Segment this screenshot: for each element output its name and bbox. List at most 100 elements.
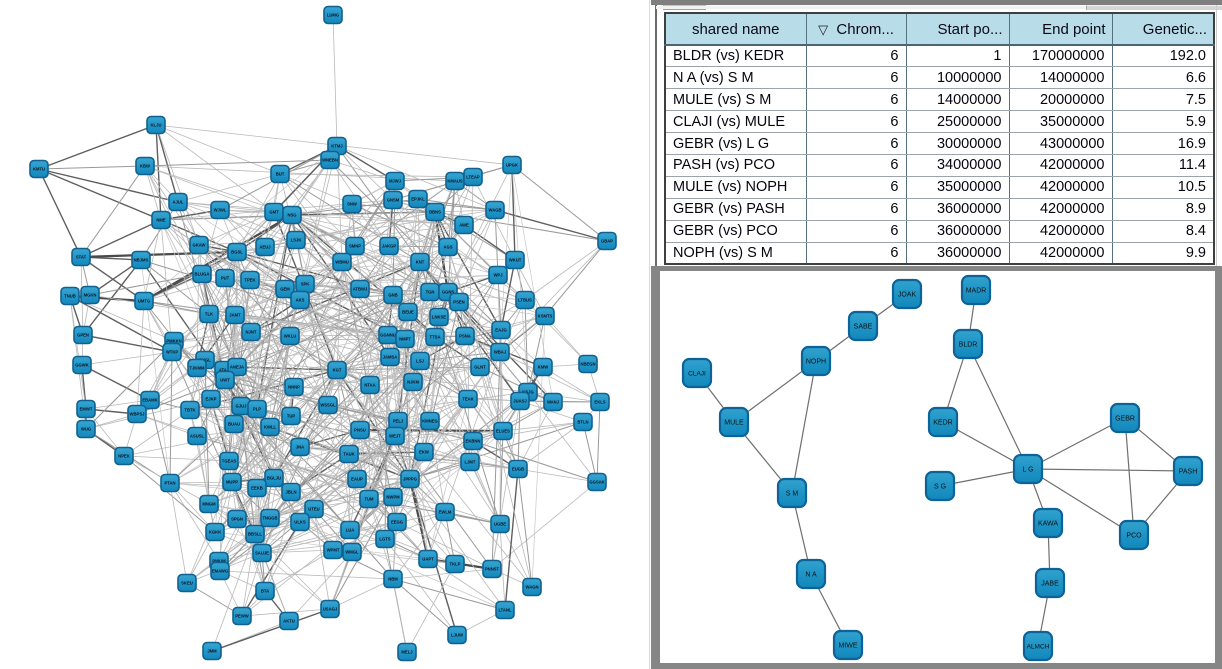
svg-text:S M: S M [786, 491, 799, 498]
svg-text:EEGG: EEGG [391, 520, 403, 525]
svg-text:TKLP: TKLP [450, 562, 461, 567]
svg-text:BLUGA: BLUGA [195, 272, 210, 277]
svg-text:BTA: BTA [261, 589, 269, 594]
svg-text:ALMCH: ALMCH [1027, 644, 1050, 651]
svg-text:BTLN: BTLN [577, 420, 588, 425]
svg-text:KGKK: KGKK [209, 530, 221, 535]
svg-text:ANEJA: ANEJA [230, 365, 244, 370]
svg-text:NPEK: NPEK [118, 454, 130, 459]
svg-text:TAUK: TAUK [343, 452, 354, 457]
svg-text:LUMG: LUMG [327, 13, 339, 18]
svg-text:NJNT: NJNT [246, 330, 257, 335]
svg-text:TNGGB: TNGGB [262, 516, 277, 521]
svg-text:GLNT: GLNT [474, 365, 486, 370]
svg-text:WUG: WUG [81, 427, 91, 432]
svg-text:ULKS: ULKS [294, 520, 306, 525]
svg-text:EUGB: EUGB [512, 467, 524, 472]
svg-text:BGLJU: BGLJU [267, 476, 281, 481]
svg-text:BBNS: BBNS [429, 210, 441, 215]
svg-text:PELJ: PELJ [393, 419, 404, 424]
svg-text:EAJG: EAJG [495, 328, 506, 333]
svg-text:JMM: JMM [207, 649, 217, 654]
svg-text:GGNNU: GGNNU [380, 333, 396, 338]
svg-text:UTEU: UTEU [308, 507, 319, 512]
svg-text:EMWT: EMWT [80, 407, 93, 412]
svg-text:EPJKL: EPJKL [411, 197, 425, 202]
svg-text:SAUJE: SAUJE [255, 551, 269, 556]
svg-text:NNNP: NNNP [288, 385, 300, 390]
svg-text:JOAK: JOAK [898, 292, 917, 299]
svg-text:EAUP: EAUP [351, 477, 363, 482]
svg-text:USAGJ: USAGJ [323, 607, 338, 612]
svg-text:KNT: KNT [416, 260, 425, 265]
svg-text:KBW: KBW [140, 164, 150, 169]
svg-text:UAPT: UAPT [422, 557, 434, 562]
svg-text:TJKMM: TJKMM [190, 366, 205, 371]
svg-text:NBEGN: NBEGN [580, 362, 595, 367]
svg-text:EJKP: EJKP [206, 397, 217, 402]
svg-text:AEUJ: AEUJ [259, 245, 271, 250]
svg-text:WPMT: WPMT [327, 548, 340, 553]
svg-text:TPEK: TPEK [244, 278, 255, 283]
svg-text:BGSL: BGSL [231, 250, 243, 255]
svg-text:BUT: BUT [276, 172, 285, 177]
svg-text:WBAJ: WBAJ [494, 350, 507, 355]
svg-text:KTMJ: KTMJ [331, 144, 343, 149]
svg-text:LJMT: LJMT [465, 460, 476, 465]
svg-text:NTAA: NTAA [364, 383, 375, 388]
svg-text:JABE: JABE [1041, 581, 1059, 588]
svg-text:TGEAS: TGEAS [222, 459, 237, 464]
svg-text:GGWK: GGWK [75, 363, 89, 368]
svg-text:NSG: NSG [287, 213, 296, 218]
svg-text:KMTU: KMTU [33, 167, 45, 172]
svg-text:UWT: UWT [220, 378, 230, 383]
svg-text:WTKP: WTKP [166, 350, 179, 355]
svg-text:KMAUS: KMAUS [447, 179, 463, 184]
svg-text:STAT: STAT [76, 255, 87, 260]
svg-text:UMTG: UMTG [138, 299, 150, 304]
svg-text:KMNEG: KMNEG [422, 419, 438, 424]
svg-text:SABE: SABE [854, 324, 873, 331]
svg-text:KGT: KGT [333, 368, 342, 373]
svg-text:EMAWG: EMAWG [212, 569, 228, 574]
svg-text:LSJ: LSJ [416, 359, 424, 364]
svg-text:NOPH: NOPH [806, 359, 826, 366]
svg-text:TNUB: TNUB [64, 294, 76, 299]
svg-text:PASH: PASH [1179, 469, 1198, 476]
svg-text:KSJG: KSJG [522, 390, 533, 395]
svg-text:SPK: SPK [301, 282, 310, 287]
svg-text:EEKB: EEKB [251, 486, 263, 491]
svg-text:NWPM: NWPM [386, 495, 400, 500]
svg-text:WMGL: WMGL [345, 550, 359, 555]
svg-text:WANJ: WANJ [547, 400, 560, 405]
svg-text:LTEAP: LTEAP [466, 175, 480, 180]
svg-text:ELUES: ELUES [496, 429, 510, 434]
svg-text:AKTU: AKTU [283, 619, 295, 624]
svg-text:MJWJ: MJWJ [389, 179, 402, 184]
svg-text:JNA: JNA [296, 445, 304, 450]
svg-text:GBAP: GBAP [601, 239, 613, 244]
svg-text:KWLL: KWLL [264, 425, 277, 430]
svg-text:MELJ: MELJ [401, 650, 413, 655]
svg-text:S G: S G [934, 484, 946, 491]
svg-text:WBPSJ: WBPSJ [130, 412, 146, 417]
svg-text:NME: NME [156, 218, 166, 223]
svg-text:EKBNN: EKBNN [466, 439, 481, 444]
svg-text:L G: L G [1022, 467, 1033, 474]
svg-text:JAMT: JAMT [229, 313, 241, 318]
svg-text:GKAW: GKAW [192, 243, 205, 248]
svg-text:WSSGL: WSSGL [320, 403, 336, 408]
svg-text:PSNA: PSNA [459, 334, 471, 339]
svg-text:UPGK: UPGK [506, 163, 518, 168]
svg-text:MGKN: MGKN [84, 293, 97, 298]
svg-text:EBAMK: EBAMK [142, 398, 157, 403]
svg-text:ATBWJ: ATBWJ [353, 287, 368, 292]
svg-text:MUPP: MUPP [226, 480, 238, 485]
svg-text:NBJMS: NBJMS [134, 258, 149, 263]
svg-text:TEAK: TEAK [462, 397, 473, 402]
svg-text:PWUM: PWUM [212, 559, 226, 564]
svg-text:WEJT: WEJT [389, 434, 401, 439]
svg-text:KAWA: KAWA [1038, 521, 1058, 528]
svg-text:TUP: TUP [287, 414, 296, 419]
svg-text:EKLS: EKLS [594, 400, 605, 405]
